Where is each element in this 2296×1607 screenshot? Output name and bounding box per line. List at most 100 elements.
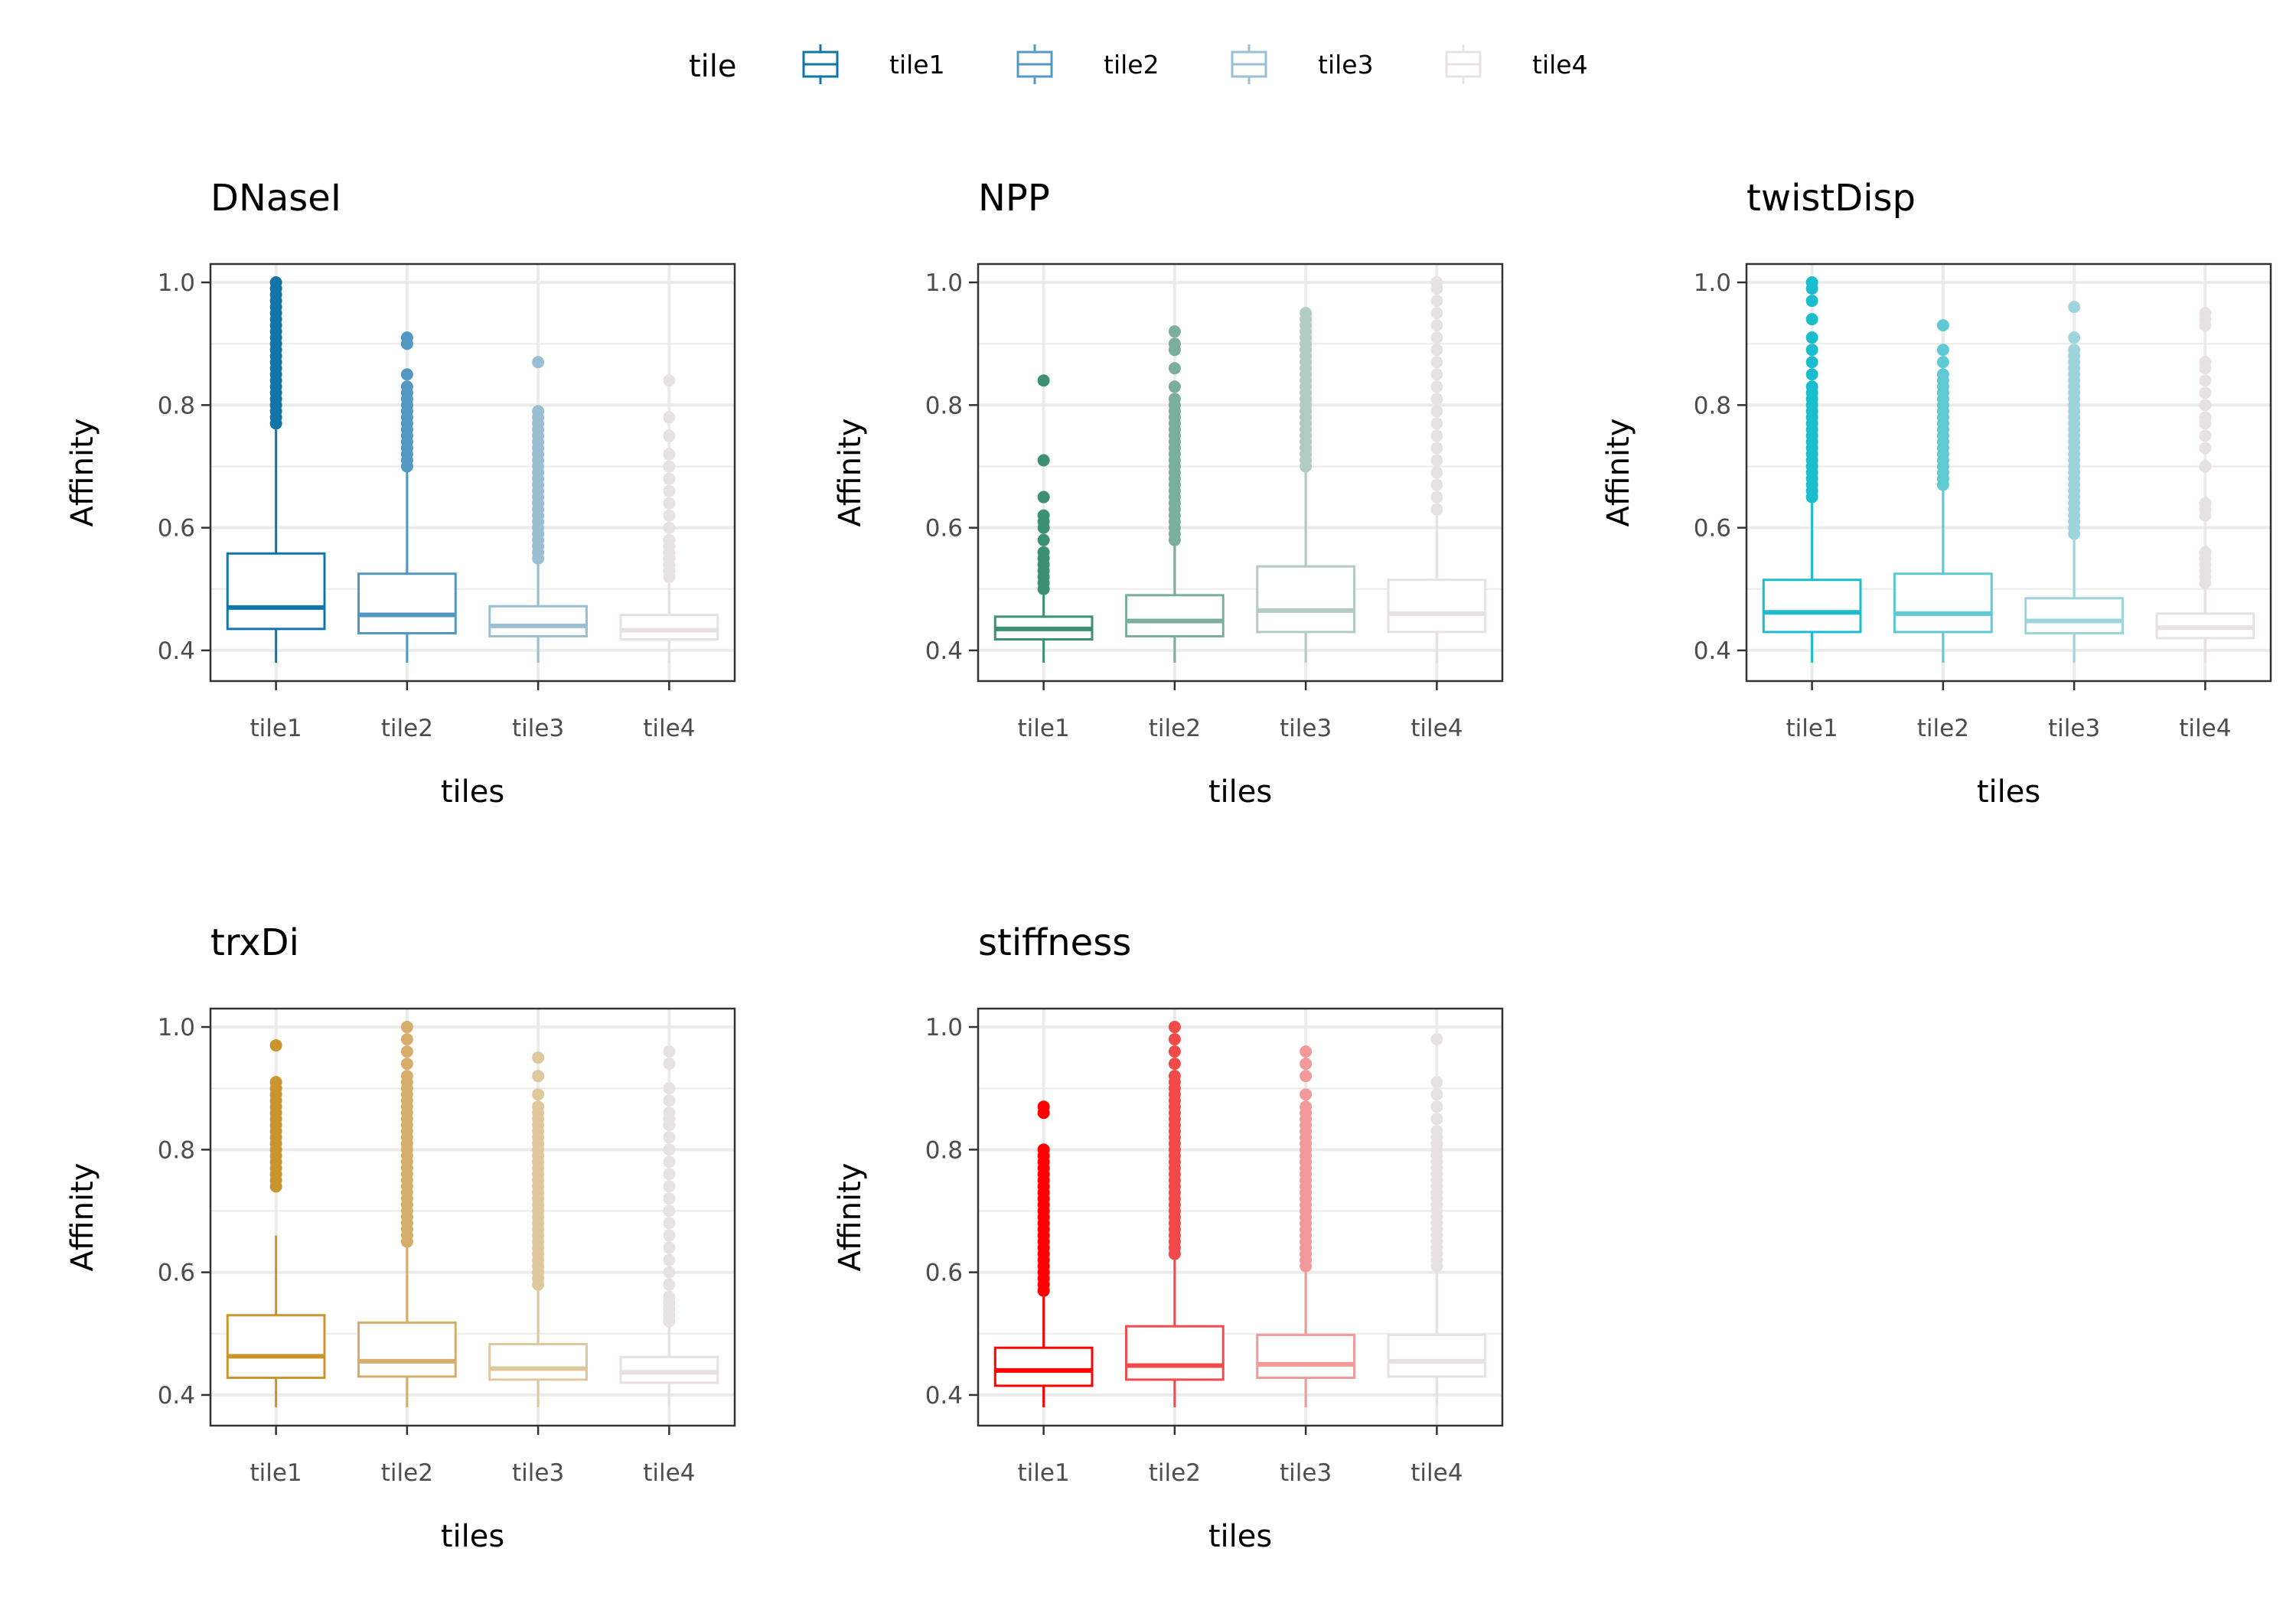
outlier-point bbox=[1168, 380, 1181, 393]
legend-key-tile3: tile3 bbox=[1231, 44, 1374, 84]
outlier-point bbox=[663, 1253, 676, 1266]
y-tick-label: 0.4 bbox=[158, 1382, 195, 1410]
panel-stiffness: 0.4 0.6 0.8 1.0 tile1 tile2 tile3 tile4 stiffnes… bbox=[833, 921, 1504, 1554]
outlier-point bbox=[1168, 1033, 1181, 1046]
legend: tile tile1 tile2 tile3 tile4 bbox=[689, 44, 1588, 84]
box-tile2 bbox=[1125, 325, 1225, 663]
outlier-point bbox=[663, 1094, 676, 1107]
y-tick-label: 0.4 bbox=[925, 1382, 963, 1410]
outlier-point bbox=[269, 1076, 282, 1089]
y-tick-label: 0.8 bbox=[925, 392, 963, 419]
box-iqr bbox=[1387, 1333, 1487, 1378]
outlier-point bbox=[2199, 442, 2212, 455]
box-tile3 bbox=[2024, 301, 2124, 663]
x-tick-label: tile4 bbox=[643, 715, 695, 742]
outlier-point bbox=[663, 484, 676, 497]
outlier-point bbox=[1430, 1125, 1443, 1138]
outlier-point bbox=[1037, 509, 1050, 522]
outlier-point bbox=[1037, 546, 1050, 559]
outlier-point bbox=[663, 460, 676, 473]
outlier-point bbox=[400, 380, 413, 393]
x-axis-title: tiles bbox=[1208, 1519, 1272, 1554]
outlier-point bbox=[1430, 331, 1443, 344]
panel-border bbox=[209, 262, 736, 683]
box-iqr bbox=[1125, 594, 1225, 637]
x-tick-label: tile4 bbox=[2179, 715, 2231, 742]
box-iqr bbox=[1387, 579, 1487, 634]
box-tile4 bbox=[1387, 1033, 1487, 1407]
y-tick-label: 1.0 bbox=[925, 1014, 963, 1041]
box-iqr bbox=[619, 613, 719, 641]
outlier-point bbox=[2199, 429, 2212, 442]
outlier-point bbox=[1037, 533, 1050, 546]
legend-items: tile1 tile2 tile3 tile4 bbox=[802, 44, 1588, 84]
outlier-point bbox=[1300, 1045, 1313, 1058]
outlier-point bbox=[1936, 368, 1949, 381]
box-iqr bbox=[1256, 1333, 1355, 1379]
panel-border bbox=[977, 1007, 1504, 1427]
outlier-point bbox=[1430, 393, 1443, 406]
box-iqr bbox=[1762, 579, 1862, 634]
outlier-point bbox=[1430, 1033, 1443, 1046]
x-axis-title: tiles bbox=[1208, 774, 1272, 810]
y-tick-label: 0.6 bbox=[925, 1260, 963, 1287]
outlier-point bbox=[1300, 1100, 1313, 1113]
outlier-point bbox=[1168, 362, 1181, 375]
panel-title: stiffness bbox=[978, 921, 1131, 964]
outlier-point bbox=[1168, 393, 1181, 406]
box-iqr bbox=[488, 605, 588, 637]
outlier-point bbox=[663, 1192, 676, 1205]
box-iqr bbox=[2024, 597, 2124, 634]
outlier-point bbox=[532, 1100, 545, 1113]
y-axis-title: Affinity bbox=[833, 1163, 868, 1272]
outlier-point bbox=[400, 1058, 413, 1071]
x-tick-label: tile2 bbox=[381, 715, 433, 742]
legend-key-tile1: tile1 bbox=[802, 44, 945, 84]
outlier-point bbox=[1936, 356, 1949, 369]
outlier-point bbox=[2199, 460, 2212, 473]
outlier-point bbox=[1037, 1100, 1050, 1113]
outlier-point bbox=[269, 276, 282, 289]
y-tick-label: 0.4 bbox=[925, 637, 963, 665]
x-tick-label: tile1 bbox=[250, 715, 302, 742]
x-tick-label: tile3 bbox=[512, 715, 564, 742]
outlier-point bbox=[1300, 1070, 1313, 1083]
x-tick-label: tile2 bbox=[1149, 715, 1201, 742]
outlier-point bbox=[663, 472, 676, 485]
outlier-point bbox=[400, 331, 413, 344]
outlier-point bbox=[1430, 491, 1443, 504]
y-axis-title: Affinity bbox=[65, 1163, 100, 1272]
panel-trxDi: 0.4 0.6 0.8 1.0 tile1 tile2 tile3 tile4 trxDi til… bbox=[65, 921, 736, 1554]
x-tick-label: tile1 bbox=[250, 1459, 302, 1487]
box-iqr bbox=[1256, 565, 1355, 634]
x-tick-label: tile2 bbox=[1917, 715, 1969, 742]
y-axis-title: Affinity bbox=[1601, 419, 1636, 527]
outlier-point bbox=[2199, 497, 2212, 510]
legend-label-tile3: tile3 bbox=[1318, 50, 1374, 80]
outlier-point bbox=[400, 368, 413, 381]
x-tick-label: tile4 bbox=[643, 1459, 695, 1487]
outlier-point bbox=[400, 1045, 413, 1058]
outlier-point bbox=[663, 374, 676, 387]
outlier-point bbox=[1430, 356, 1443, 369]
box-iqr bbox=[357, 1321, 457, 1378]
y-axis-title: Affinity bbox=[833, 419, 868, 527]
x-axis-title: tiles bbox=[441, 1519, 504, 1554]
outlier-point bbox=[532, 1051, 545, 1064]
outlier-point bbox=[1037, 374, 1050, 387]
outlier-point bbox=[1805, 344, 1818, 357]
outlier-point bbox=[663, 448, 676, 461]
outlier-point bbox=[1300, 307, 1313, 320]
outlier-point bbox=[663, 1156, 676, 1169]
box-tile1 bbox=[1762, 276, 1862, 663]
y-tick-label: 0.6 bbox=[158, 515, 195, 543]
outlier-point bbox=[1037, 491, 1050, 504]
panel-DNaseI: 0.4 0.6 0.8 1.0 tile1 tile2 tile3 tile4 DNaseI ti… bbox=[65, 177, 736, 810]
outlier-point bbox=[1936, 344, 1949, 357]
outlier-point bbox=[1430, 442, 1443, 455]
panel-border bbox=[1745, 262, 2272, 683]
box-iqr bbox=[1125, 1325, 1225, 1381]
outlier-point bbox=[663, 1082, 676, 1095]
box-tile1 bbox=[226, 276, 326, 663]
